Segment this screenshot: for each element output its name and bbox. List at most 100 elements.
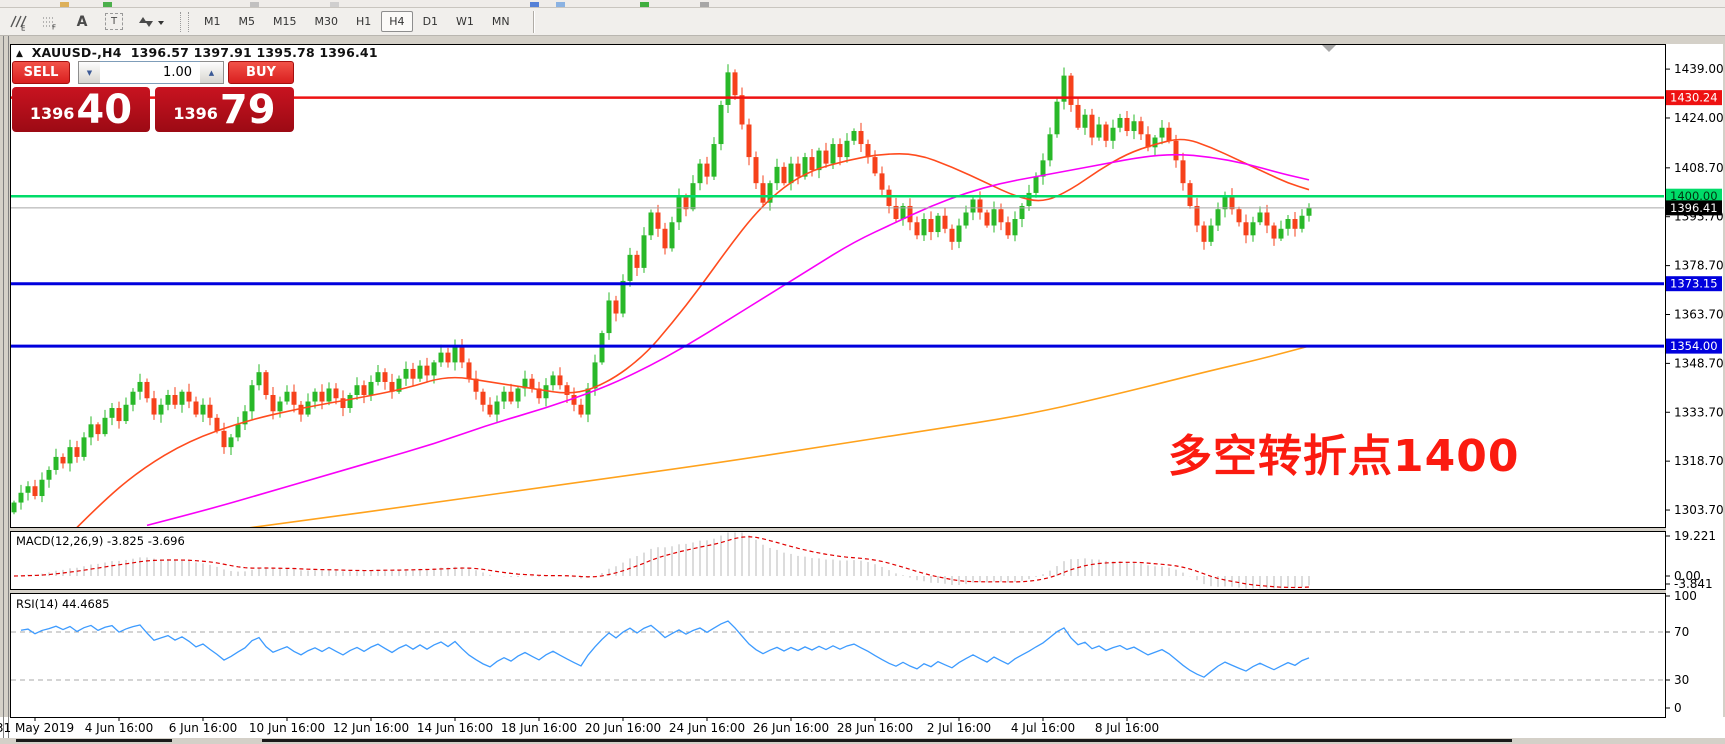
timeframe-button-h1[interactable]: H1: [356, 15, 372, 28]
svg-text:1439.00: 1439.00: [1674, 62, 1724, 76]
timeframe-button-m5[interactable]: M5: [238, 15, 256, 28]
time-axis[interactable]: 31 May 2019 4 Jun 16:00 6 Jun 16:00 10 Jun …: [0, 717, 1159, 736]
buy-price-big: 79: [219, 87, 276, 133]
timeframe-button-m15[interactable]: M15: [273, 15, 297, 28]
timeframe-button-m30[interactable]: M30: [314, 15, 339, 28]
svg-text:1424.00: 1424.00: [1674, 111, 1724, 125]
timeframe-button-h4[interactable]: H4: [381, 11, 413, 32]
svg-text:1303.70: 1303.70: [1674, 503, 1724, 517]
svg-text:1333.70: 1333.70: [1674, 405, 1724, 419]
chart-toolbar: E F A T M1 M5 M15 M30 H1 H4 D1 W1 MN: [0, 8, 1725, 36]
macd-pane-label: MACD(12,26,9) -3.825 -3.696: [16, 534, 185, 548]
rsi-line: [20, 620, 1310, 678]
collapse-triangle-icon[interactable]: ▲: [16, 49, 24, 59]
chart-annotation-text[interactable]: 多空转折点1400: [1168, 431, 1520, 482]
symbol-period-label: XAUUSD-,H4: [31, 45, 122, 60]
indicators-hatch-icon[interactable]: E: [4, 10, 32, 34]
ma-mid-line: [146, 153, 1310, 527]
svg-text:1396.41: 1396.41: [1670, 201, 1718, 215]
svg-text:18 Jun 16:00: 18 Jun 16:00: [501, 721, 577, 735]
toolbar-icon-fragment: [330, 2, 339, 7]
ohlc-values: 1396.57 1397.91 1395.78 1396.41: [130, 45, 378, 60]
text-box-tool-icon[interactable]: T: [100, 10, 128, 34]
buy-price-box[interactable]: 1396 79: [155, 87, 294, 132]
rsi-level-lines: [11, 631, 1664, 681]
svg-text:31 May 2019: 31 May 2019: [0, 721, 74, 735]
toolbar-separator: [532, 10, 535, 33]
toolbar-icon-fragment: [556, 2, 565, 7]
svg-text:12 Jun 16:00: 12 Jun 16:00: [333, 721, 409, 735]
buy-price-small: 1396: [173, 104, 218, 123]
volume-input[interactable]: [100, 61, 200, 84]
svg-text:-3.841: -3.841: [1674, 577, 1713, 591]
svg-text:2 Jul 16:00: 2 Jul 16:00: [927, 721, 991, 735]
arrow-objects-icon[interactable]: [132, 10, 170, 34]
svg-text:E: E: [21, 24, 25, 31]
macd-signal-line: [13, 536, 1310, 589]
svg-text:8 Jul 16:00: 8 Jul 16:00: [1095, 721, 1159, 735]
svg-text:1318.70: 1318.70: [1674, 454, 1724, 468]
svg-text:0.00: 0.00: [1674, 569, 1701, 583]
svg-text:1400.00: 1400.00: [1670, 189, 1718, 203]
svg-text:30: 30: [1674, 673, 1689, 687]
svg-text:20 Jun 16:00: 20 Jun 16:00: [585, 721, 661, 735]
candlestick-series: [11, 64, 1312, 515]
text-label-tool-icon[interactable]: A: [68, 10, 96, 34]
price-axis[interactable]: 1439.001424.001408.701393.701378.701363.…: [1665, 62, 1724, 517]
ma-fast-line: [76, 138, 1310, 527]
svg-text:1408.70: 1408.70: [1674, 161, 1724, 175]
text-label-letter: A: [76, 13, 88, 30]
sell-price-box[interactable]: 1396 40: [12, 87, 150, 132]
grid-period-icon[interactable]: F: [36, 10, 64, 34]
horizontal-level-lines[interactable]: 1430.24 1400.00 1373.15 1354.00 1396.41: [11, 90, 1722, 354]
svg-text:1363.70: 1363.70: [1674, 307, 1724, 321]
toolbar-icon-fragment: [60, 2, 69, 7]
svg-text:F: F: [52, 23, 56, 30]
toolbar-icon-fragment: [640, 2, 649, 7]
macd-axis[interactable]: 19.221 0.00-3.841: [1665, 529, 1717, 591]
timeframe-button-d1[interactable]: D1: [422, 15, 439, 28]
toolbar-grip[interactable]: [180, 11, 189, 32]
svg-text:6 Jun 16:00: 6 Jun 16:00: [169, 721, 238, 735]
svg-text:4 Jun 16:00: 4 Jun 16:00: [85, 721, 154, 735]
sell-price-small: 1396: [29, 104, 75, 123]
timeframe-button-m1[interactable]: M1: [204, 15, 221, 28]
buy-button[interactable]: BUY: [228, 61, 294, 84]
scroll-to-end-icon[interactable]: [1322, 45, 1336, 52]
timeframe-button-mn[interactable]: MN: [491, 15, 510, 28]
svg-text:100: 100: [1674, 589, 1697, 603]
toolbar-icon-fragment: [700, 2, 709, 7]
quote-ohlc-header: ▲ XAUUSD-,H4 1396.57 1397.91 1395.78 139…: [16, 45, 378, 60]
volume-decrease-button[interactable]: ▼: [78, 61, 100, 84]
text-box-letter: T: [105, 13, 123, 30]
svg-text:70: 70: [1674, 625, 1689, 639]
toolbar-icon-fragment: [530, 2, 539, 7]
svg-text:14 Jun 16:00: 14 Jun 16:00: [417, 721, 493, 735]
svg-text:4 Jul 16:00: 4 Jul 16:00: [1011, 721, 1075, 735]
svg-text:26 Jun 16:00: 26 Jun 16:00: [753, 721, 829, 735]
svg-text:19.221: 19.221: [1674, 529, 1716, 543]
timeframe-button-w1[interactable]: W1: [456, 15, 474, 28]
svg-text:10 Jun 16:00: 10 Jun 16:00: [249, 721, 325, 735]
svg-text:1430.24: 1430.24: [1670, 91, 1718, 105]
rsi-axis[interactable]: 100 70 30 0: [1665, 589, 1697, 715]
svg-text:28 Jun 16:00: 28 Jun 16:00: [837, 721, 913, 735]
svg-text:1373.15: 1373.15: [1670, 277, 1718, 291]
toolbar-icon-fragment: [103, 2, 112, 7]
svg-text:0: 0: [1674, 701, 1682, 715]
sell-price-big: 40: [76, 87, 133, 133]
svg-text:1354.00: 1354.00: [1670, 339, 1718, 353]
timeframe-button-group: M1 M5 M15 M30 H1 H4 D1 W1 MN: [195, 11, 519, 32]
svg-text:24 Jun 16:00: 24 Jun 16:00: [669, 721, 745, 735]
svg-text:1378.70: 1378.70: [1674, 259, 1724, 273]
rsi-pane-label: RSI(14) 44.4685: [16, 597, 110, 611]
clipped-toolbar-row: [0, 0, 1725, 8]
sell-button[interactable]: SELL: [12, 61, 70, 84]
volume-increase-button[interactable]: ▲: [200, 61, 224, 84]
ma-slow-line: [250, 345, 1310, 527]
svg-text:1348.70: 1348.70: [1674, 356, 1724, 370]
toolbar-icon-fragment: [250, 2, 259, 7]
macd-histogram: [20, 532, 1310, 589]
